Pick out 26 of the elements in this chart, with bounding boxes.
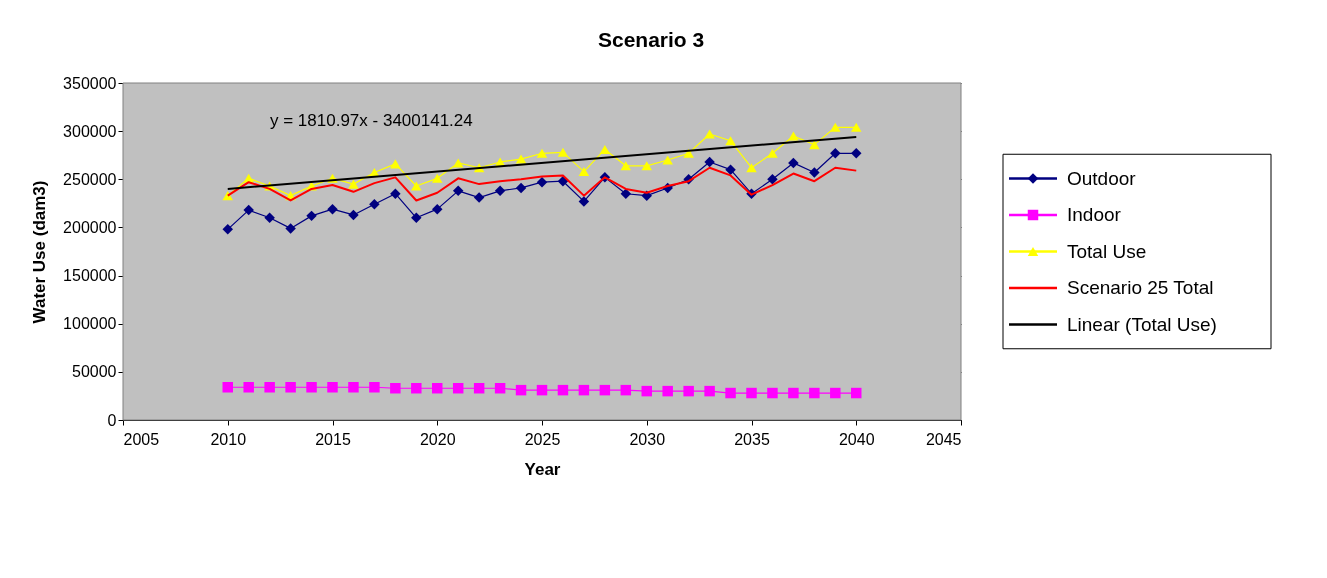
y-tick-label: 50000: [72, 363, 117, 381]
x-tick-label: 2020: [419, 430, 456, 448]
x-axis-title: Year: [524, 459, 561, 479]
x-tick-label: 2040: [838, 430, 875, 448]
y-axis-title: Water Use (dam3): [30, 180, 50, 324]
x-tick-label: 2010: [210, 430, 247, 448]
legend-label: Total Use: [1067, 240, 1147, 262]
y-tick-label: 150000: [63, 267, 117, 285]
y-tick-label: 0: [107, 411, 117, 429]
chart-title: Scenario 3: [597, 28, 705, 51]
x-tick-label: 2025: [524, 430, 561, 448]
legend-label: Linear (Total Use): [1067, 313, 1217, 335]
y-tick-label: 350000: [63, 74, 117, 92]
y-tick-label: 250000: [63, 170, 117, 188]
x-tick-label: 2030: [629, 430, 666, 448]
x-tick-label: 2045: [925, 430, 962, 448]
legend-label: Indoor: [1067, 204, 1122, 225]
y-tick-label: 100000: [63, 315, 117, 333]
y-tick-label: 200000: [63, 218, 117, 236]
legend-label: Outdoor: [1067, 167, 1137, 189]
annotation: y = 1810.97x - 3400141.24: [270, 111, 473, 130]
x-tick-label: 2015: [315, 430, 351, 448]
x-tick-label: 2005: [123, 430, 160, 448]
x-tick-label: 2035: [734, 430, 770, 448]
legend-label: Scenario 25 Total: [1067, 277, 1214, 298]
y-tick-label: 300000: [63, 122, 117, 140]
